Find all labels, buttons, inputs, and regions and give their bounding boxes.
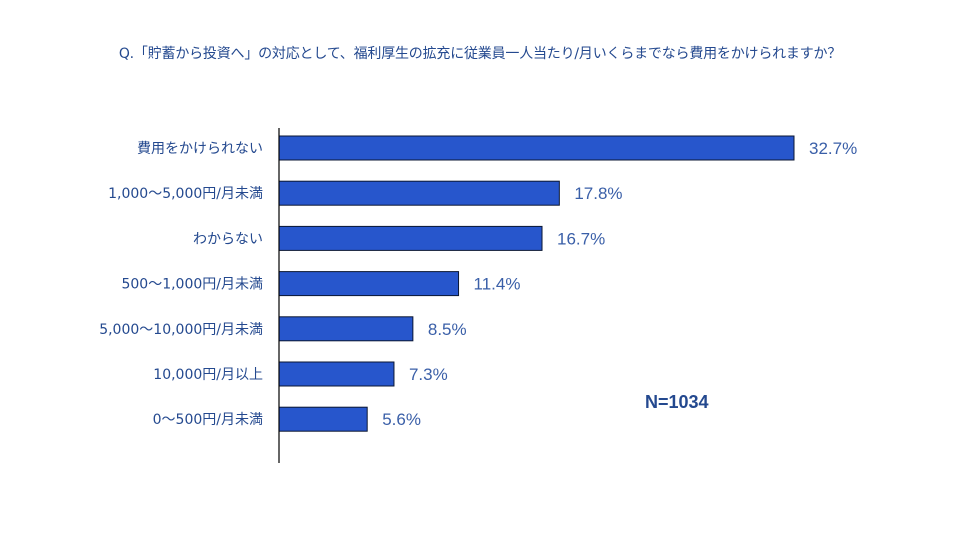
chart-title: Q.「貯蓄から投資へ」の対応として、福利厚生の拡充に従業員一人当たり/月いくらま… [118, 46, 842, 62]
category-label-3: 500〜1,000円/月未満 [121, 277, 263, 293]
value-label-5: 7.3% [409, 365, 448, 384]
value-label-4: 8.5% [428, 320, 467, 339]
bar-2 [278, 225, 543, 251]
bar-5 [278, 361, 395, 387]
category-label-5: 10,000円/月以上 [153, 367, 263, 383]
bar-4 [278, 316, 414, 342]
category-label-1: 1,000〜5,000円/月未満 [108, 186, 263, 202]
labels-layer: 費用をかけられない 32.7% 1,000〜5,000円/月未満 17.8% わからない… [99, 139, 857, 429]
value-label-6: 5.6% [382, 410, 421, 429]
category-label-4: 5,000〜10,000円/月未満 [99, 322, 263, 338]
category-label-0: 費用をかけられない [137, 141, 263, 157]
value-label-2: 16.7% [557, 229, 605, 248]
bars-layer [278, 135, 795, 432]
bar-0 [278, 135, 795, 161]
value-label-0: 32.7% [809, 139, 857, 158]
bar-3 [278, 271, 460, 297]
bar-1 [278, 180, 560, 206]
category-label-2: わからない [193, 231, 263, 247]
bar-6 [278, 406, 368, 432]
value-label-1: 17.8% [574, 184, 622, 203]
value-label-3: 11.4% [474, 275, 521, 294]
sample-size-label: N=1034 [645, 392, 709, 412]
category-label-6: 0〜500円/月未満 [153, 412, 263, 428]
